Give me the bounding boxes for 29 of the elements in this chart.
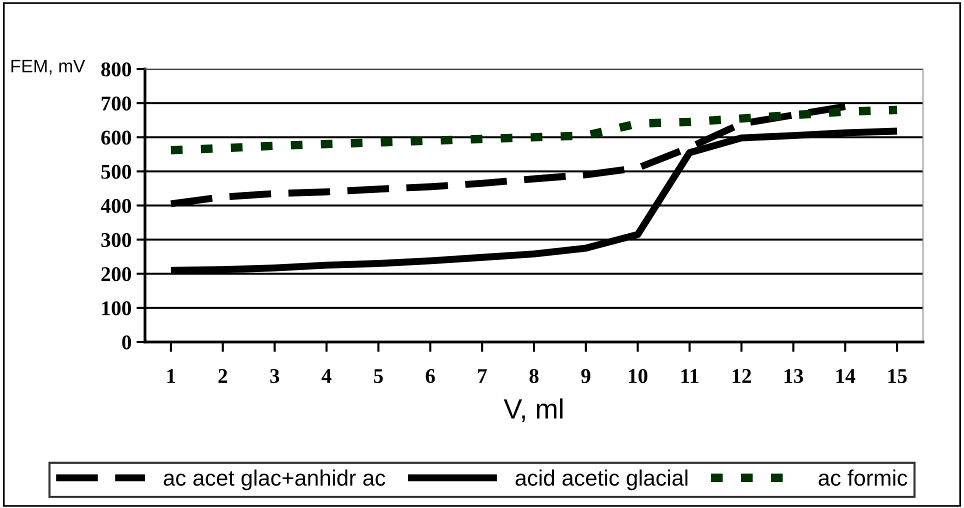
y-tick-label: 100 [102,301,132,316]
x-tick-label: 3 [270,369,280,384]
x-tick-label: 7 [478,369,487,383]
x-tick-label: 12 [732,369,751,383]
x-tick-label: 13 [784,369,804,384]
legend-label: acid acetic glacial [516,470,688,490]
y-tick-label: 500 [101,164,132,179]
x-tick-label: 10 [628,368,648,384]
x-axis-title: V, ml [504,398,563,422]
y-tick-label: 0 [122,335,132,350]
x-tick-label: 14 [836,369,856,383]
legend-label: ac formic [818,470,908,486]
x-tick-label: 5 [374,369,383,384]
legend-label: ac acet glac+anhidr ac [164,470,386,490]
x-tick-label: 11 [681,369,698,383]
x-tick-label: 9 [581,369,590,384]
x-tick-label: 6 [426,369,435,384]
y-tick-label: 300 [101,233,132,248]
y-tick-label: 400 [100,198,132,213]
y-tick-label: 600 [101,130,132,145]
y-tick-label: 200 [101,267,132,282]
y-tick-label: 800 [101,62,132,76]
y-axis-title: FEM, mV [11,60,86,75]
y-tick-label: 700 [102,96,132,111]
x-tick-label: 15 [888,369,907,384]
x-tick-label: 8 [529,368,539,384]
x-tick-label: 1 [167,369,176,383]
x-tick-label: 2 [218,369,228,383]
x-tick-label: 4 [322,369,332,383]
